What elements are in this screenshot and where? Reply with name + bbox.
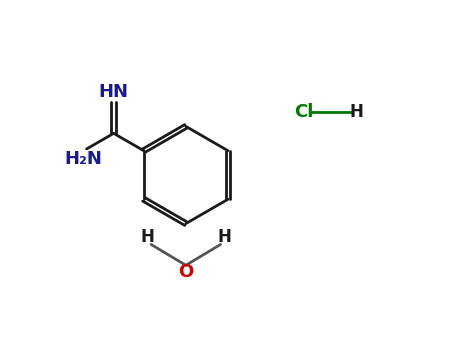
Text: H: H — [217, 229, 231, 246]
Text: HN: HN — [99, 83, 129, 101]
Text: H₂N: H₂N — [64, 150, 102, 168]
Text: H: H — [349, 104, 363, 121]
Text: O: O — [178, 263, 193, 281]
Text: H: H — [141, 229, 155, 246]
Text: Cl: Cl — [294, 104, 313, 121]
